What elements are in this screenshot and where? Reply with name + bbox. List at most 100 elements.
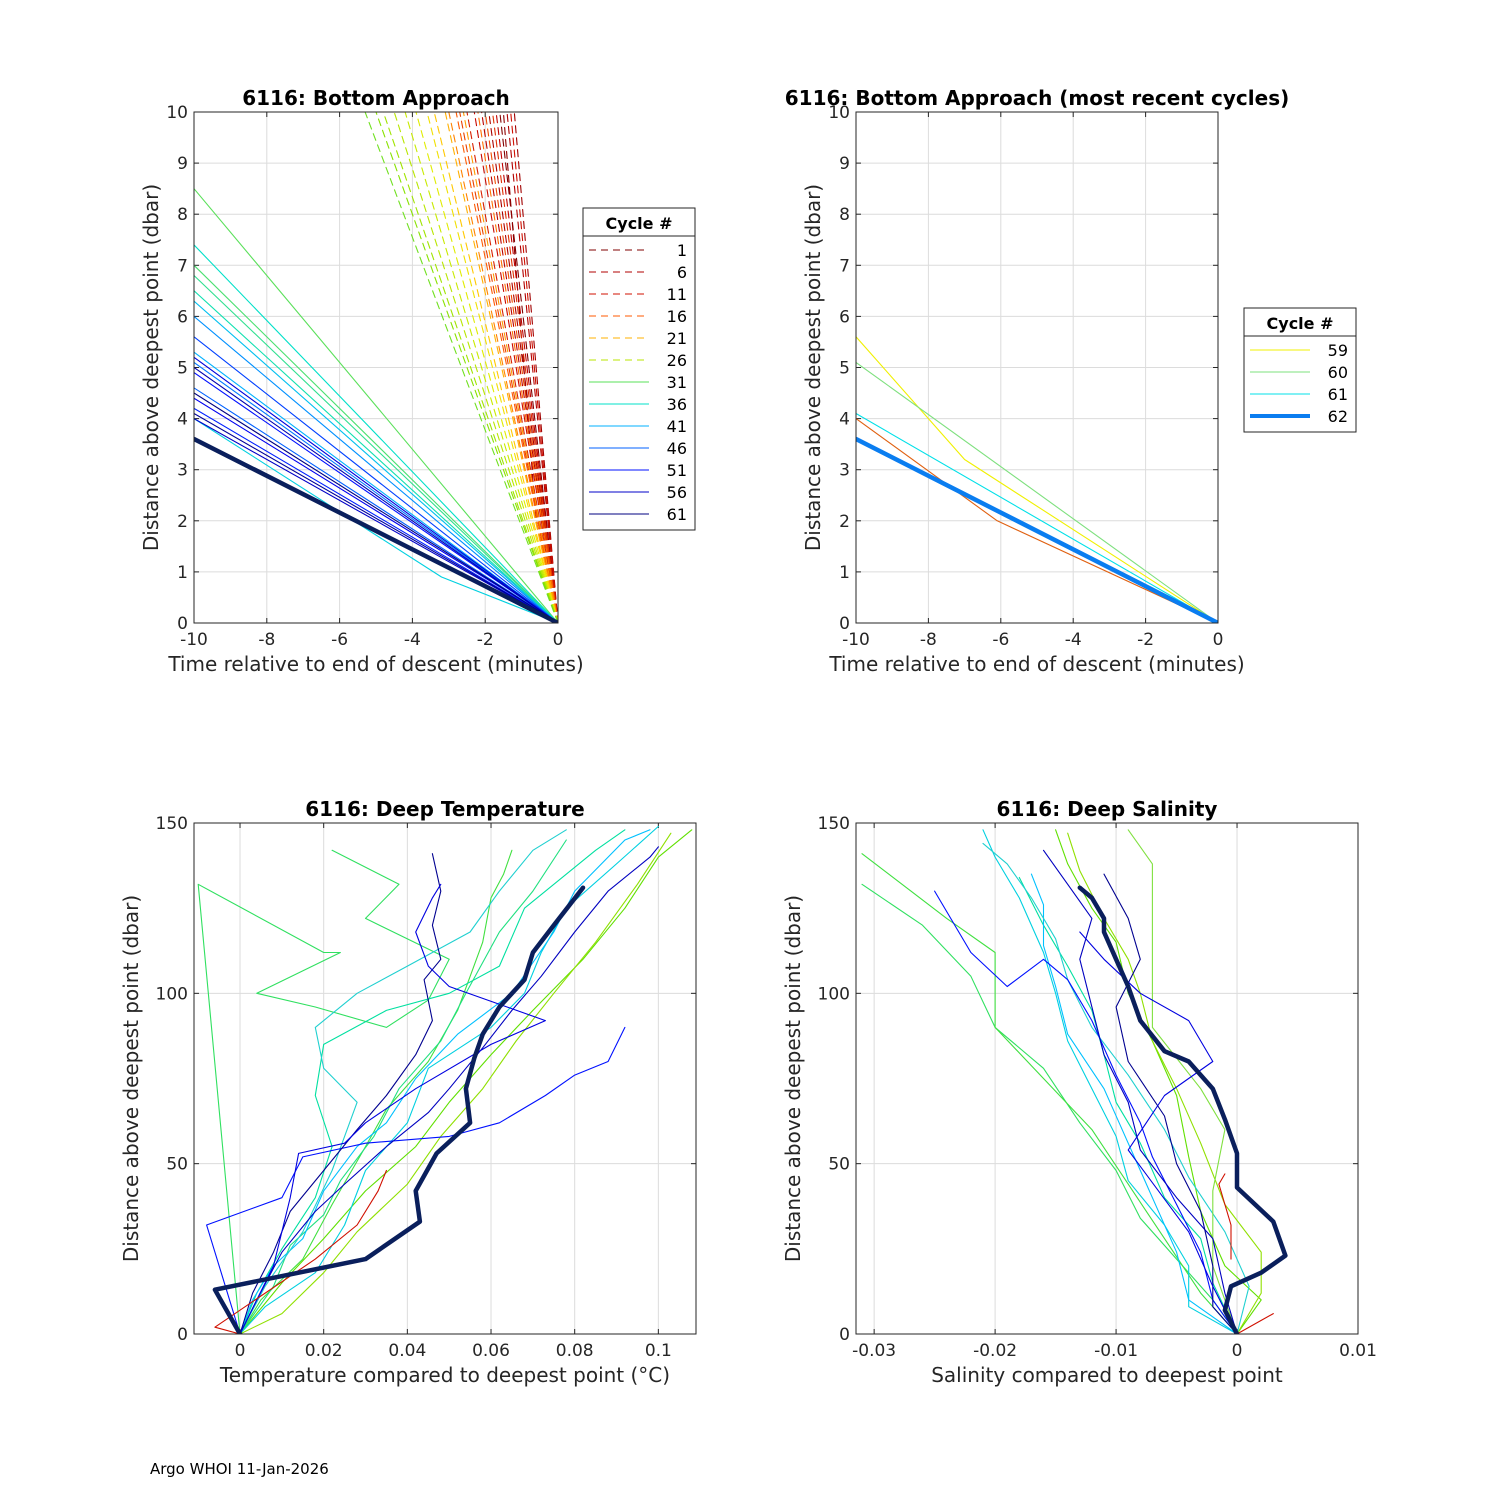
chart-title: 6116: Deep Salinity bbox=[997, 797, 1218, 821]
series-line bbox=[194, 290, 558, 623]
series-line bbox=[502, 112, 558, 623]
y-tick-label: 10 bbox=[166, 103, 188, 123]
series-line bbox=[375, 112, 558, 623]
series-line bbox=[239, 829, 651, 1334]
series-line bbox=[455, 112, 558, 623]
series-line-latest bbox=[1077, 885, 1288, 1334]
deep-temperature-chart: 0 0.02 0.04 0.06 0.08 0.1 0 50 100 150 6116: Deep … bbox=[119, 797, 697, 1387]
series-line bbox=[194, 361, 558, 623]
footer-credit: Argo WHOI 11-Jan-2026 bbox=[150, 1460, 329, 1478]
y-tick-label: 8 bbox=[177, 205, 188, 225]
series-line bbox=[415, 112, 558, 623]
legend-label: 11 bbox=[667, 285, 687, 304]
x-tick-label: -0.01 bbox=[1094, 1341, 1138, 1361]
y-tick-label: 1 bbox=[839, 563, 850, 583]
chart-title: 6116: Deep Temperature bbox=[305, 797, 585, 821]
x-tick-label: -0.03 bbox=[852, 1341, 896, 1361]
x-tick-label: 0 bbox=[1232, 1341, 1243, 1361]
y-tick-label: 0 bbox=[177, 1325, 188, 1345]
series-line bbox=[448, 112, 558, 623]
x-tick-label: -8 bbox=[920, 630, 937, 650]
y-tick-label: 4 bbox=[177, 410, 188, 430]
series-line bbox=[484, 112, 558, 623]
axes-frame bbox=[855, 111, 1219, 624]
series-line bbox=[194, 418, 558, 623]
legend: Cycle # 59 60 61 62 bbox=[1243, 307, 1357, 433]
series-line-latest bbox=[212, 885, 586, 1334]
series-line bbox=[444, 112, 558, 623]
series-line bbox=[194, 418, 558, 623]
series-line bbox=[506, 112, 558, 623]
y-tick-label: 9 bbox=[177, 154, 188, 174]
x-tick-label: 0.04 bbox=[388, 1341, 426, 1361]
legend-label: 1 bbox=[677, 241, 687, 260]
y-tick-label: 1 bbox=[177, 563, 188, 583]
y-tick-label: 0 bbox=[839, 614, 850, 634]
y-tick-label: 3 bbox=[839, 461, 850, 481]
legend-title: Cycle # bbox=[606, 214, 673, 233]
y-tick-label: 50 bbox=[166, 1155, 188, 1175]
x-tick-label: 0.02 bbox=[305, 1341, 343, 1361]
x-tick-label: -4 bbox=[1065, 630, 1082, 650]
series-line bbox=[239, 829, 626, 1334]
series-line bbox=[194, 336, 558, 623]
series-line bbox=[194, 412, 558, 623]
axes-frame bbox=[193, 111, 559, 624]
x-tick-label: -0.02 bbox=[973, 1341, 1017, 1361]
series-line bbox=[194, 244, 558, 623]
y-tick-label: 7 bbox=[839, 256, 850, 276]
series-line bbox=[481, 112, 558, 623]
series-line bbox=[861, 853, 1238, 1334]
x-tick-label: 0.01 bbox=[1339, 1341, 1377, 1361]
legend-label: 21 bbox=[667, 329, 687, 348]
series-line bbox=[364, 112, 558, 623]
plot-area bbox=[856, 823, 1358, 1334]
legend-label: 16 bbox=[667, 307, 687, 326]
legend-box bbox=[582, 207, 696, 531]
legend-label: 51 bbox=[667, 461, 687, 480]
y-axis-label: Distance above deepest point (dbar) bbox=[781, 895, 805, 1262]
series-line bbox=[466, 112, 558, 623]
y-tick-label: 100 bbox=[818, 984, 850, 1004]
x-axis-label: Salinity compared to deepest point bbox=[931, 1363, 1283, 1387]
x-tick-label: -4 bbox=[404, 630, 421, 650]
series-line bbox=[382, 112, 558, 623]
series-line-latest bbox=[856, 436, 1218, 623]
series-line bbox=[1042, 849, 1238, 1334]
series-line bbox=[510, 112, 558, 623]
legend-label: 46 bbox=[667, 439, 687, 458]
series-line bbox=[488, 112, 558, 623]
y-tick-label: 150 bbox=[818, 814, 850, 834]
y-tick-label: 2 bbox=[839, 512, 850, 532]
y-tick-label: 10 bbox=[828, 103, 850, 123]
x-tick-label: 0.08 bbox=[556, 1341, 594, 1361]
y-tick-label: 5 bbox=[177, 359, 188, 379]
legend-label: 61 bbox=[667, 505, 687, 524]
series-line bbox=[194, 300, 558, 623]
legend-label: 31 bbox=[667, 373, 687, 392]
x-tick-label: 0.06 bbox=[472, 1341, 510, 1361]
y-tick-label: 5 bbox=[839, 359, 850, 379]
x-tick-label: -10 bbox=[180, 630, 208, 650]
axes-frame bbox=[855, 822, 1359, 1335]
x-tick-label: 0 bbox=[1213, 630, 1224, 650]
legend-label: 56 bbox=[667, 483, 687, 502]
x-tick-label: -8 bbox=[258, 630, 275, 650]
x-tick-label: -6 bbox=[331, 630, 348, 650]
series-line bbox=[239, 832, 672, 1334]
series-line bbox=[856, 361, 1218, 623]
series-line bbox=[194, 315, 558, 623]
x-tick-label: -2 bbox=[477, 630, 494, 650]
legend-title: Cycle # bbox=[1267, 314, 1334, 333]
series-line bbox=[194, 274, 558, 623]
series-line bbox=[433, 112, 558, 623]
axes-frame bbox=[193, 822, 697, 1335]
series-line bbox=[1030, 873, 1238, 1334]
y-tick-label: 7 bbox=[177, 256, 188, 276]
legend-label: 61 bbox=[1328, 385, 1348, 404]
x-tick-label: 0.1 bbox=[645, 1341, 672, 1361]
series-line bbox=[194, 351, 558, 623]
series-line bbox=[194, 392, 558, 623]
y-tick-label: 4 bbox=[839, 410, 850, 430]
